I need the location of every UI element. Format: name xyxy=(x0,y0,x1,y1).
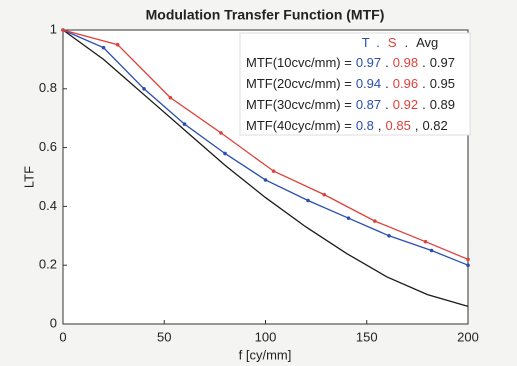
annotation-row: MTF(40cyc/mm) = 0.8, 0.85, 0.82 xyxy=(246,118,448,133)
point xyxy=(373,219,377,223)
point xyxy=(101,45,106,50)
annotation-row: MTF(30cvc/mm) = 0.87. 0.92. 0.89 xyxy=(246,97,455,112)
y-tick-label: 0.6 xyxy=(39,139,57,154)
y-tick-label: 1 xyxy=(50,21,57,36)
point xyxy=(219,131,223,135)
row-separator: . xyxy=(422,97,426,112)
row-separator: . xyxy=(385,97,389,112)
row-separator: . xyxy=(385,76,389,91)
x-tick-label: 200 xyxy=(457,329,479,344)
y-tick-label: 0 xyxy=(50,315,57,330)
header-item: . xyxy=(405,35,409,50)
y-tick-label: 0.4 xyxy=(39,198,57,213)
row-label: MTF(20cvc/mm) = xyxy=(246,76,352,91)
row-label: MTF(10cvc/mm) = xyxy=(246,55,352,70)
point xyxy=(271,169,276,173)
row-value: 0.94 xyxy=(356,76,381,91)
point xyxy=(387,234,391,238)
row-label: MTF(30cvc/mm) = xyxy=(246,97,352,112)
row-value: 0.85 xyxy=(386,118,411,133)
annotation-header: T. S. Avg xyxy=(362,35,439,50)
header-item: T xyxy=(362,35,370,50)
row-separator: . xyxy=(385,55,389,70)
point xyxy=(306,198,310,203)
header-item: . xyxy=(376,35,380,50)
x-tick-label: 100 xyxy=(255,329,277,344)
row-separator: , xyxy=(415,118,419,133)
series-line xyxy=(62,29,469,307)
annotation-row: MTF(10cvc/mm) = 0.97. 0.98. 0.97 xyxy=(246,55,455,70)
point xyxy=(429,248,434,253)
row-separator: . xyxy=(422,76,426,91)
row-value: 0.98 xyxy=(393,55,418,70)
row-value: 0.97 xyxy=(430,55,455,70)
row-value: 0.89 xyxy=(430,97,455,112)
row-value: 0.8 xyxy=(356,118,374,133)
point xyxy=(466,257,470,262)
x-axis-label: f [cy/mm] xyxy=(239,347,292,362)
point xyxy=(263,178,268,182)
y-tick-label: 0.8 xyxy=(39,80,57,95)
row-separator: . xyxy=(422,55,426,70)
point xyxy=(322,192,327,197)
chart-title: Modulation Transfer Function (MTF) xyxy=(146,7,385,23)
x-tick-label: 50 xyxy=(157,329,171,344)
x-tick-label: 150 xyxy=(356,329,378,344)
point xyxy=(182,122,187,126)
y-axis-label: LTF xyxy=(21,166,36,188)
row-value: 0.82 xyxy=(422,118,447,133)
point xyxy=(168,95,173,100)
point xyxy=(423,239,428,244)
header-item: S xyxy=(388,35,397,50)
x-tick-label: 0 xyxy=(59,329,66,344)
point xyxy=(61,28,65,32)
row-value: 0.95 xyxy=(430,76,455,91)
row-label: MTF(40cyc/mm) = xyxy=(246,118,352,133)
y-tick-label: 0.2 xyxy=(39,257,57,272)
annotation-row: MTF(20cvc/mm) = 0.94. 0.96. 0.95 xyxy=(246,76,455,91)
point xyxy=(115,42,120,47)
row-value: 0.92 xyxy=(393,97,418,112)
row-separator: , xyxy=(378,118,382,133)
point xyxy=(142,87,146,91)
point xyxy=(346,216,351,220)
annotation-box xyxy=(239,32,471,136)
point xyxy=(466,263,470,268)
header-item: Avg xyxy=(416,35,438,50)
row-value: 0.87 xyxy=(356,97,381,112)
point xyxy=(223,151,227,156)
row-value: 0.96 xyxy=(393,76,418,91)
row-value: 0.97 xyxy=(356,55,381,70)
